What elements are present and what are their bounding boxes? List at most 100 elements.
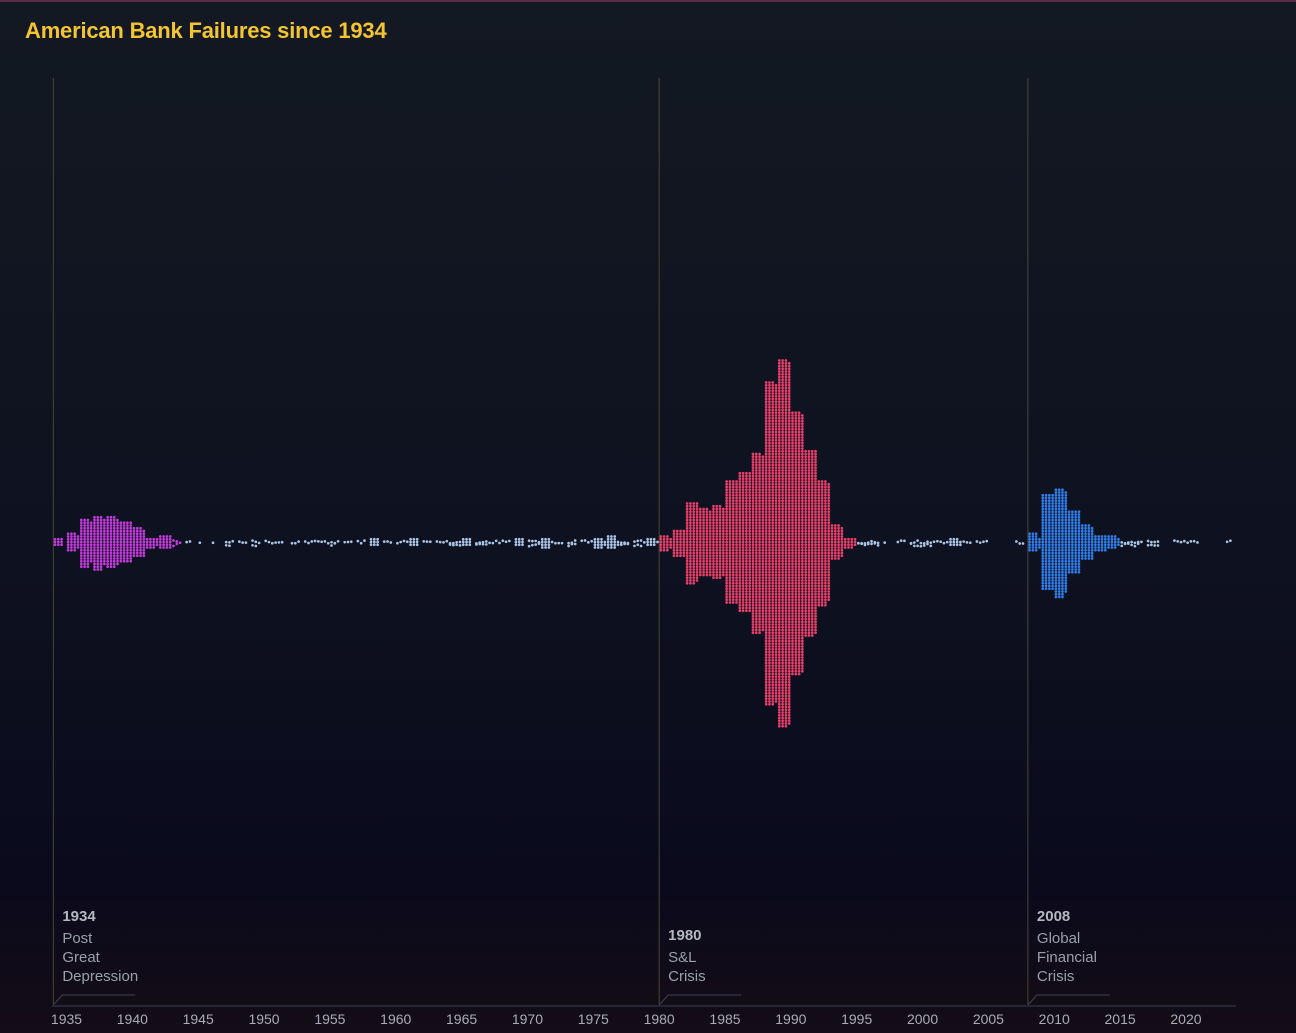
bank-failure-dot: [810, 469, 814, 472]
bank-failure-dot: [781, 686, 784, 690]
bank-failure-dot: [794, 598, 798, 602]
bank-failure-dot: [458, 543, 462, 547]
bank-failure-dot: [764, 656, 768, 659]
bank-failure-dot: [781, 601, 784, 604]
bank-failure-dot: [787, 598, 791, 602]
bank-failure-dot: [692, 526, 696, 530]
bank-failure-dot: [593, 540, 597, 544]
bank-failure-dot: [791, 430, 794, 434]
bank-failure-dot: [1057, 568, 1061, 571]
bank-failure-dot: [801, 526, 804, 530]
bank-failure-dot: [738, 499, 742, 503]
bank-failure-dot: [810, 548, 814, 552]
bank-failure-dot: [99, 554, 103, 558]
bank-failure-dot: [745, 471, 748, 475]
bank-failure-dot: [926, 542, 929, 546]
bank-failure-dot: [794, 526, 798, 530]
bank-failure-dot: [293, 541, 297, 545]
bank-failure-dot: [807, 449, 811, 453]
bank-failure-dot: [1044, 584, 1048, 588]
bank-failure-dot: [735, 491, 738, 494]
bank-failure-dot: [751, 460, 755, 464]
bank-failure-dot: [1047, 579, 1051, 582]
bank-failure-dot: [791, 444, 794, 448]
bank-failure-dot: [126, 537, 129, 541]
bank-failure-dot: [1074, 559, 1077, 563]
bank-failure-dot: [781, 510, 784, 514]
bank-failure-dot: [827, 488, 831, 492]
bank-failure-dot: [672, 546, 676, 549]
bank-failure-dot: [804, 526, 808, 530]
bank-failure-dot: [1057, 590, 1061, 593]
bank-failure-dot: [761, 603, 765, 607]
bank-failure-dot: [109, 532, 113, 536]
bank-failure-dot: [761, 565, 765, 569]
bank-failure-dot: [784, 526, 788, 530]
bank-failure-dot: [754, 493, 758, 497]
bank-failure-dot: [807, 557, 811, 560]
bank-failure-dot: [731, 482, 735, 486]
bank-failure-dot: [781, 507, 784, 511]
bank-failure-dot: [804, 521, 808, 525]
bank-failure-dot: [807, 518, 811, 522]
bank-failure-dot: [751, 540, 755, 544]
bank-failure-dot: [1080, 532, 1084, 536]
bank-failure-dot: [692, 562, 696, 566]
bank-failure-dot: [106, 526, 109, 530]
bank-failure-dot: [781, 364, 784, 368]
bank-failure-dot: [1061, 540, 1064, 544]
bank-failure-dot: [1067, 524, 1071, 527]
bank-failure-dot: [781, 482, 784, 486]
bank-failure-dot: [807, 474, 811, 478]
bank-failure-dot: [768, 614, 771, 618]
bank-failure-dot: [735, 496, 738, 500]
bank-failure-dot: [797, 502, 801, 505]
bank-failure-dot: [53, 543, 57, 547]
bank-failure-dot: [764, 496, 768, 500]
bank-failure-dot: [787, 639, 791, 643]
bank-failure-dot: [777, 507, 781, 511]
bank-failure-dot: [606, 543, 610, 547]
bank-failure-dot: [824, 529, 827, 533]
bank-failure-dot: [787, 642, 791, 646]
bank-failure-dot: [794, 579, 798, 582]
bank-failure-dot: [777, 700, 781, 703]
bank-failure-dot: [129, 546, 133, 549]
bank-failure-dot: [791, 491, 794, 494]
bank-failure-dot: [794, 603, 798, 607]
bank-failure-dot: [761, 557, 765, 560]
bank-failure-dot: [797, 568, 801, 571]
bank-failure-dot: [824, 554, 827, 558]
bank-failure-dot: [912, 544, 916, 548]
bank-failure-dot: [106, 524, 109, 527]
bank-failure-dot: [132, 540, 136, 544]
bank-failure-dot: [139, 543, 142, 547]
bank-failure-dot: [738, 537, 742, 541]
bank-failure-dot: [748, 603, 752, 607]
bank-failure-dot: [784, 383, 788, 387]
bank-failure-dot: [827, 568, 831, 571]
bank-failure-dot: [112, 559, 116, 563]
bank-failure-dot: [754, 482, 758, 486]
bank-failure-dot: [787, 656, 791, 659]
bank-failure-dot: [698, 559, 702, 563]
bank-failure-dot: [376, 543, 379, 547]
bank-failure-dot: [797, 664, 801, 668]
bank-failure-dot: [1067, 532, 1071, 536]
bank-failure-dot: [1044, 543, 1048, 547]
bank-failure-dot: [774, 614, 778, 618]
bank-failure-dot: [781, 411, 784, 415]
bank-failure-dot: [741, 598, 745, 602]
bank-failure-dot: [824, 485, 827, 489]
bank-failure-dot: [698, 535, 702, 538]
bank-failure-dot: [695, 576, 699, 580]
bank-failure-dot: [685, 535, 689, 538]
bank-failure-dot: [764, 469, 768, 472]
bank-failure-dot: [771, 444, 775, 448]
bank-failure-dot: [593, 543, 597, 547]
bank-failure-dot: [784, 491, 788, 494]
bank-failure-dot: [745, 496, 748, 500]
bank-failure-dot: [830, 548, 834, 552]
bank-failure-dot: [83, 548, 86, 552]
bank-failure-dot: [764, 381, 768, 384]
